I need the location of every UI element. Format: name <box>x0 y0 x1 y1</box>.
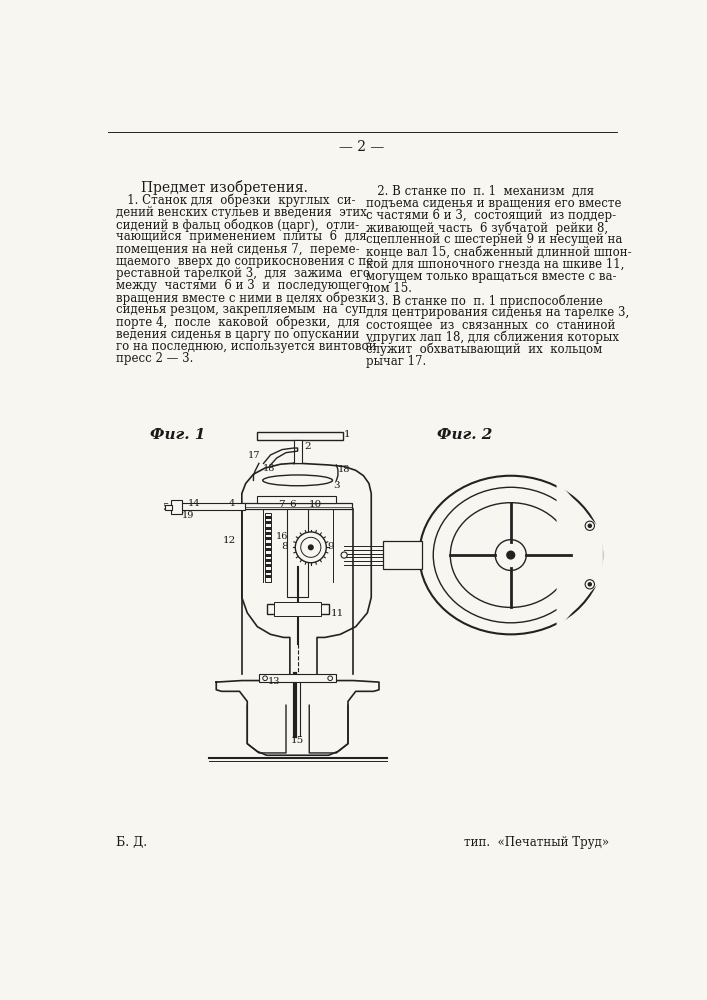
Text: 2: 2 <box>305 442 311 451</box>
Polygon shape <box>557 482 602 628</box>
Text: — 2 —: — 2 — <box>339 140 385 154</box>
Bar <box>165 505 172 510</box>
Text: ведения сиденья в царгу по опускании: ведения сиденья в царгу по опускании <box>115 328 359 341</box>
Bar <box>265 575 271 578</box>
Text: 6: 6 <box>289 500 296 509</box>
Text: 18: 18 <box>263 464 275 473</box>
Bar <box>267 604 329 614</box>
Text: 7: 7 <box>278 500 284 509</box>
Bar <box>265 513 271 582</box>
Bar <box>182 503 245 510</box>
Text: сидений в фальц ободков (царг),  отли-: сидений в фальц ободков (царг), отли- <box>115 218 358 232</box>
Text: могущем только вращаться вместе с ва-: могущем только вращаться вместе с ва- <box>366 270 617 283</box>
Circle shape <box>507 551 515 559</box>
Text: 9: 9 <box>327 542 334 551</box>
Bar <box>171 500 182 514</box>
Text: 1: 1 <box>344 430 351 439</box>
Bar <box>287 509 308 597</box>
Text: помещения на ней сиденья 7,  переме-: помещения на ней сиденья 7, переме- <box>115 243 359 256</box>
Bar <box>265 548 271 551</box>
Circle shape <box>588 583 591 586</box>
Bar <box>265 521 271 524</box>
Text: го на последнюю, используется винтовой: го на последнюю, используется винтовой <box>115 340 376 353</box>
Bar <box>265 559 271 562</box>
Ellipse shape <box>450 503 571 607</box>
Text: между  частями  6 и 3  и  последующего: между частями 6 и 3 и последующего <box>115 279 369 292</box>
Text: 4: 4 <box>228 499 235 508</box>
Bar <box>293 440 301 463</box>
Circle shape <box>263 676 267 681</box>
Bar <box>265 516 271 519</box>
Circle shape <box>588 524 591 527</box>
Text: порте 4,  после  каковой  обрезки,  для: порте 4, после каковой обрезки, для <box>115 316 359 329</box>
Circle shape <box>495 540 526 570</box>
Text: 14: 14 <box>188 499 201 508</box>
Circle shape <box>308 545 313 550</box>
Circle shape <box>341 552 347 558</box>
Text: рычаг 17.: рычаг 17. <box>366 355 426 368</box>
Text: Фиг. 1: Фиг. 1 <box>151 428 206 442</box>
Text: 5: 5 <box>162 503 168 512</box>
Text: тип.  «Печатный Труд»: тип. «Печатный Труд» <box>464 836 609 849</box>
Bar <box>265 564 271 567</box>
Text: Фиг. 2: Фиг. 2 <box>437 428 493 442</box>
Text: 2. В станке по  п. 1  механизм  для: 2. В станке по п. 1 механизм для <box>366 185 594 198</box>
Text: конце вал 15, снабженный длинной шпон-: конце вал 15, снабженный длинной шпон- <box>366 246 631 259</box>
Text: Предмет изобретения.: Предмет изобретения. <box>141 180 308 195</box>
Bar <box>257 496 337 503</box>
Text: 17: 17 <box>248 451 260 460</box>
Bar <box>265 537 271 540</box>
Text: служит  обхватывающий  их  кольцом: служит обхватывающий их кольцом <box>366 343 602 356</box>
Text: дений венских стульев и введения  этих: дений венских стульев и введения этих <box>115 206 366 219</box>
Text: щаемого  вверх до соприкосновения с пе-: щаемого вверх до соприкосновения с пе- <box>115 255 377 268</box>
Bar <box>274 602 321 616</box>
Text: кой для шпоночного гнезда на шкиве 11,: кой для шпоночного гнезда на шкиве 11, <box>366 258 624 271</box>
Circle shape <box>300 537 321 557</box>
Text: 11: 11 <box>331 609 344 618</box>
Text: 10: 10 <box>309 500 322 509</box>
Text: Б. Д.: Б. Д. <box>115 836 146 849</box>
Text: 1. Станок для  обрезки  круглых  си-: 1. Станок для обрезки круглых си- <box>115 194 355 207</box>
Text: упругих лап 18, для сближения которых: упругих лап 18, для сближения которых <box>366 331 619 344</box>
Text: 18: 18 <box>338 465 350 474</box>
Text: подъема сиденья и вращения его вместе: подъема сиденья и вращения его вместе <box>366 197 621 210</box>
Text: 3. В станке по  п. 1 приспособление: 3. В станке по п. 1 приспособление <box>366 294 602 308</box>
Text: 19: 19 <box>182 511 194 520</box>
Text: 15: 15 <box>291 736 304 745</box>
Text: пресс 2 — 3.: пресс 2 — 3. <box>115 352 193 365</box>
Text: сцепленной с шестерней 9 и несущей на: сцепленной с шестерней 9 и несущей на <box>366 233 622 246</box>
Text: чающийся  применением  плиты  6  для: чающийся применением плиты 6 для <box>115 230 366 243</box>
Text: с частями 6 и 3,  состоящий  из поддер-: с частями 6 и 3, состоящий из поддер- <box>366 209 616 222</box>
Bar <box>265 570 271 573</box>
Text: для центрирования сиденья на тарелке 3,: для центрирования сиденья на тарелке 3, <box>366 306 629 319</box>
Text: живающей часть  6 зубчатой  рейки 8,: живающей часть 6 зубчатой рейки 8, <box>366 221 608 235</box>
Circle shape <box>585 521 595 530</box>
Bar <box>265 532 271 535</box>
Bar <box>383 541 421 569</box>
Bar <box>259 674 337 682</box>
Text: 3: 3 <box>333 481 340 490</box>
Circle shape <box>328 676 332 681</box>
Circle shape <box>296 532 327 563</box>
Bar <box>265 554 271 557</box>
Text: 8: 8 <box>281 542 288 551</box>
Bar <box>257 432 343 440</box>
Text: реставной тарелкой 3,  для  зажима  его: реставной тарелкой 3, для зажима его <box>115 267 370 280</box>
Text: 12: 12 <box>223 536 235 545</box>
Circle shape <box>585 580 595 589</box>
Ellipse shape <box>433 487 588 623</box>
Text: состоящее  из  связанных  со  станиной: состоящее из связанных со станиной <box>366 319 615 332</box>
Bar <box>265 543 271 546</box>
Text: сиденья резцом, закрепляемым  на  суп-: сиденья резцом, закрепляемым на суп- <box>115 303 370 316</box>
Text: лом 15.: лом 15. <box>366 282 411 295</box>
Text: 16: 16 <box>276 532 288 541</box>
Bar <box>243 503 352 509</box>
Bar <box>265 527 271 530</box>
Ellipse shape <box>419 476 602 634</box>
Text: вращения вместе с ними в целях обрезки: вращения вместе с ними в целях обрезки <box>115 291 376 305</box>
Text: 13: 13 <box>268 677 281 686</box>
Ellipse shape <box>263 475 332 486</box>
